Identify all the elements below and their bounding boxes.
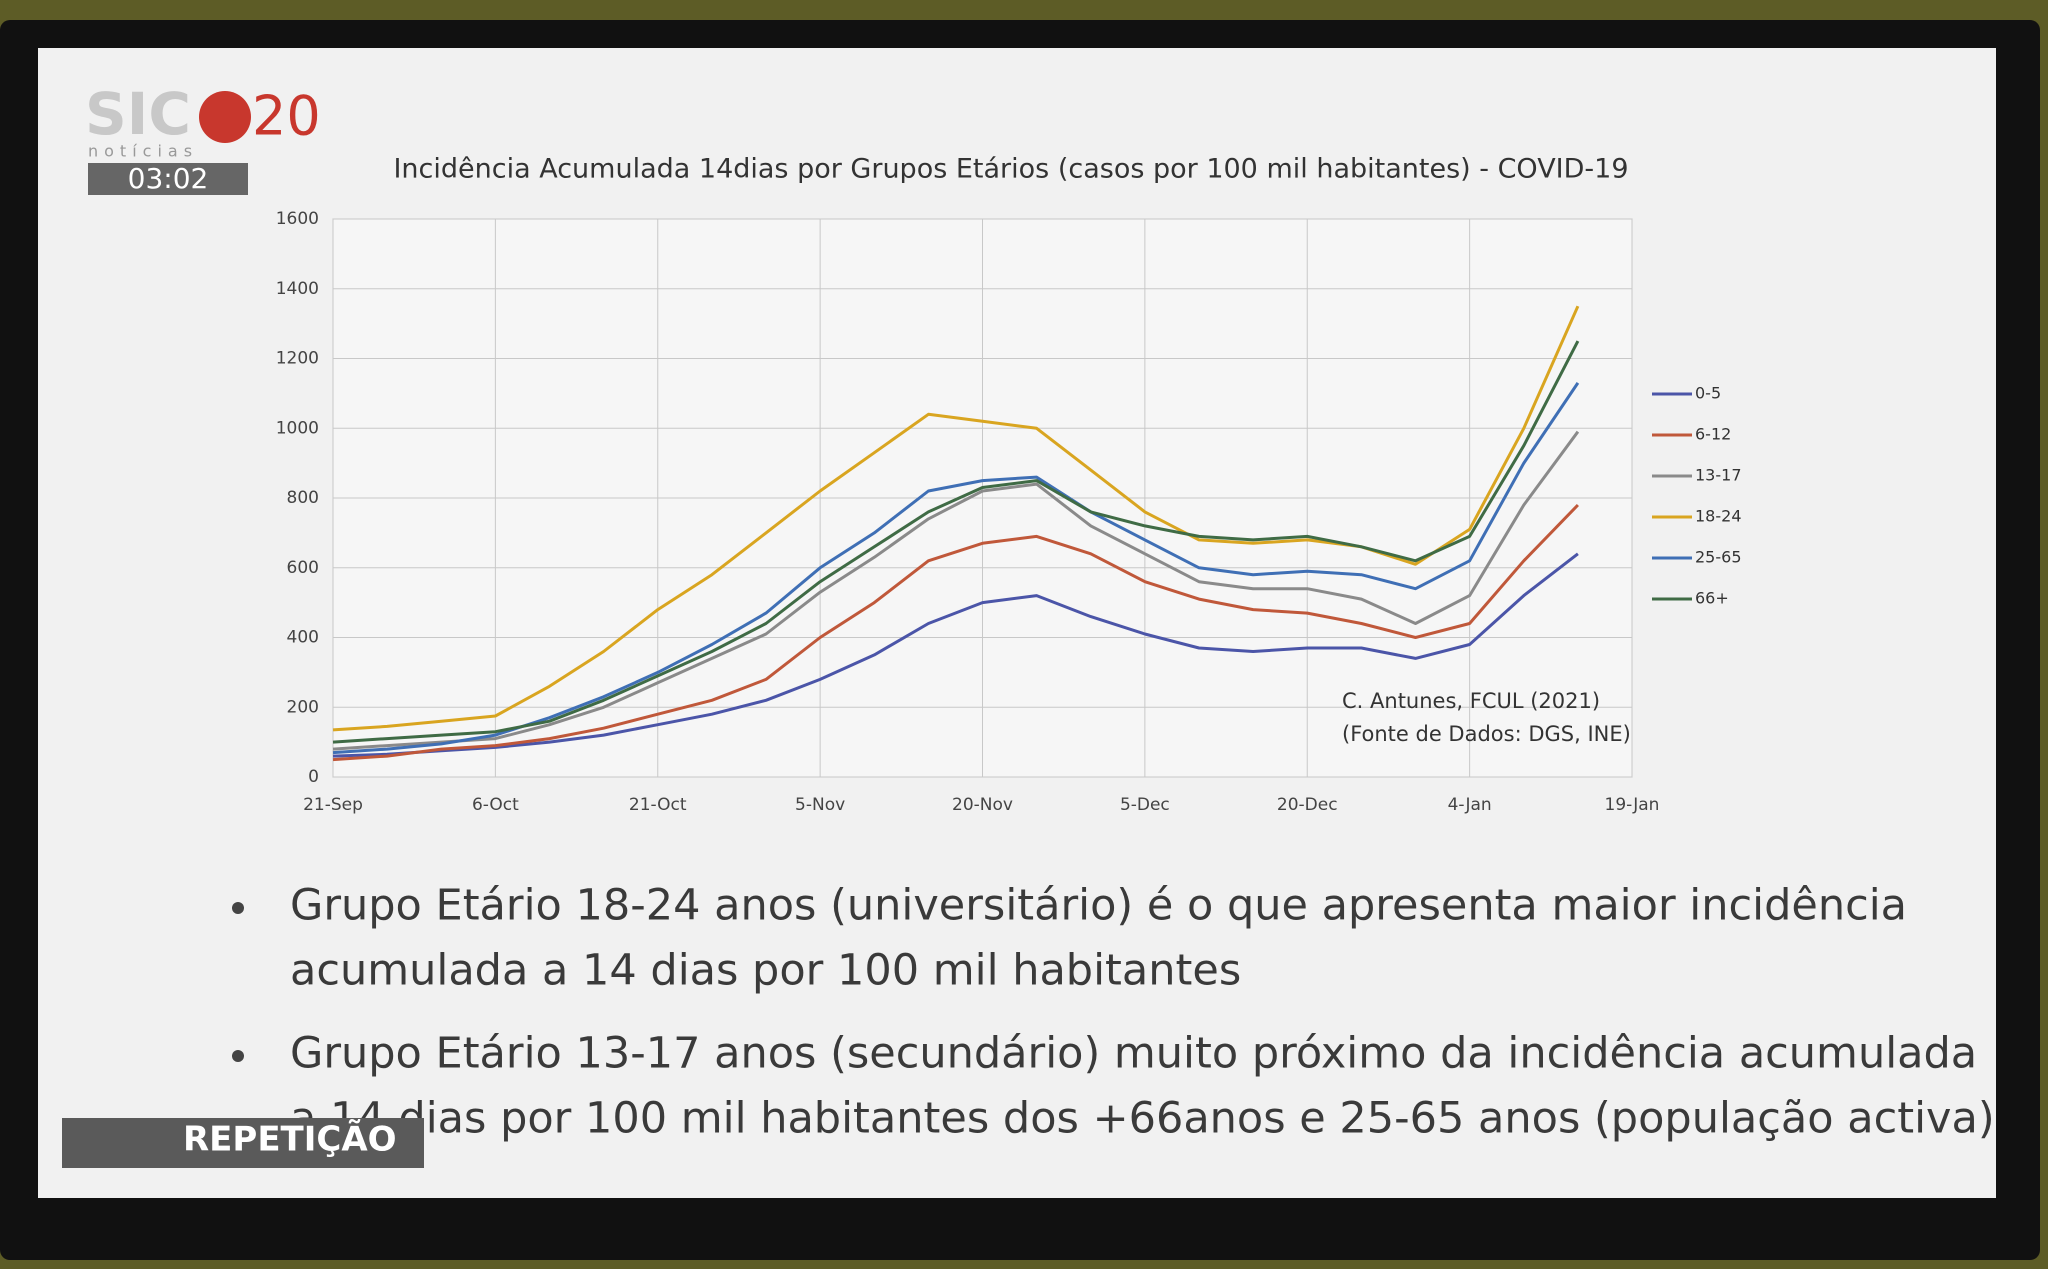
y-tick-label: 0	[308, 767, 319, 787]
banner-box	[62, 1118, 424, 1168]
legend-label: 6-12	[1695, 425, 1731, 444]
x-tick-label: 21-Sep	[303, 795, 363, 815]
logo-sub: notícias	[88, 142, 198, 161]
y-tick-label: 1000	[276, 418, 319, 438]
y-tick-label: 400	[287, 628, 319, 648]
legend-label: 13-17	[1695, 466, 1742, 485]
y-tick-label: 600	[287, 558, 319, 578]
x-tick-label: 20-Dec	[1277, 795, 1338, 815]
logo-number: 20	[252, 85, 321, 148]
bullet-text: acumulada a 14 dias por 100 mil habitant…	[290, 946, 1241, 996]
series-line	[332, 430, 1580, 751]
banner: REPETIÇÃO	[183, 1119, 397, 1160]
logo: SIC	[85, 80, 191, 148]
plot: 0 200 400 600 800 1000 1200 1400 1600 21-Sep 6-Oct…	[276, 209, 1742, 815]
bullet-dot	[232, 1050, 244, 1062]
x-tick-label: 5-Dec	[1120, 795, 1170, 815]
y-tick-label: 1400	[276, 279, 319, 299]
chart-title: Incidência Acumulada 14dias por Grupos E…	[393, 154, 1628, 185]
clock-box	[88, 163, 248, 195]
legend-label: 25-65	[1695, 548, 1742, 567]
logo-ball	[199, 91, 251, 143]
x-tick-label: 20-Nov	[952, 795, 1013, 815]
bullet-dot	[232, 902, 244, 914]
bullet-text: Grupo Etário 18-24 anos (universitário) …	[290, 881, 1907, 931]
bullet-text: Grupo Etário 13-17 anos (secundário) mui…	[290, 1029, 1977, 1079]
x-tick-label: 19-Jan	[1605, 795, 1660, 815]
y-tick-label: 1200	[276, 349, 319, 369]
x-tick-label: 4-Jan	[1448, 795, 1492, 815]
legend-label: 0-5	[1695, 384, 1721, 403]
x-tick-label: 21-Oct	[629, 795, 687, 815]
y-tick-label: 1600	[276, 209, 319, 229]
annotation: C. Antunes, FCUL (2021)	[1342, 689, 1600, 713]
series-line	[332, 382, 1580, 755]
legend-label: 18-24	[1695, 507, 1742, 526]
bullet-text: a 14 dias por 100 mil habitantes dos +66…	[290, 1094, 1995, 1144]
y-tick-label: 200	[287, 697, 319, 717]
bullets: Grupo Etário 18-24 anos (universitário) …	[232, 881, 1995, 1144]
legend-label: 66+	[1695, 589, 1729, 608]
x-tick-label: 6-Oct	[472, 795, 519, 815]
y-tick-label: 800	[287, 488, 319, 508]
x-tick-label: 5-Nov	[795, 795, 845, 815]
series-line	[332, 552, 1579, 758]
series-line	[332, 340, 1580, 744]
series-line	[332, 503, 1579, 762]
annotation: (Fonte de Dados: DGS, INE)	[1342, 722, 1631, 746]
clock: 03:02	[128, 162, 209, 195]
